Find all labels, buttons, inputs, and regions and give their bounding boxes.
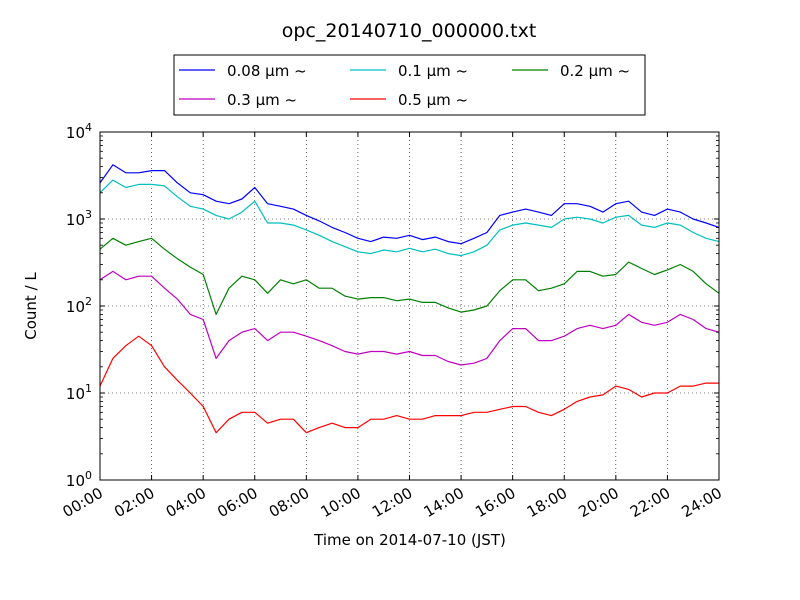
x-tick-label: 18:00 (524, 484, 570, 521)
x-tick-label: 06:00 (214, 484, 260, 521)
x-tick-label: 02:00 (111, 484, 157, 521)
x-tick-label: 16:00 (472, 484, 518, 521)
legend-label: 0.5 μm ~ (398, 91, 468, 109)
y-tick-label: 101 (66, 382, 92, 403)
plot-area (100, 132, 719, 480)
series-line (99, 237, 720, 315)
legend-label: 0.08 μm ~ (227, 62, 307, 80)
x-axis-label: Time on 2014-07-10 (JST) (313, 531, 506, 549)
series-line (99, 270, 720, 366)
y-tick-label: 100 (66, 469, 92, 490)
chart-title: opc_20140710_000000.txt (282, 20, 537, 42)
legend-box (173, 54, 646, 116)
x-tick-label: 20:00 (575, 484, 621, 521)
y-tick-label: 103 (66, 208, 92, 229)
series-lines (99, 164, 720, 434)
x-tick-label: 04:00 (163, 484, 209, 521)
legend-label: 0.3 μm ~ (227, 91, 297, 109)
y-axis-label: Count / L (22, 272, 40, 340)
x-tick-label: 08:00 (266, 484, 312, 521)
x-tick-label: 10:00 (317, 484, 363, 521)
x-tick-label: 24:00 (679, 484, 725, 521)
legend-label: 0.1 μm ~ (398, 62, 468, 80)
y-tick-label: 104 (66, 121, 92, 142)
x-tick-label: 14:00 (421, 484, 467, 521)
series-line (99, 179, 720, 257)
legend: 0.08 μm ~ 0.1 μm ~ 0.2 μm ~ 0.3 μm ~ 0.5 μm … (173, 54, 646, 116)
y-axis: 100 101 102 103 104 (66, 121, 719, 490)
y-tick-label: 102 (66, 295, 92, 316)
legend-label: 0.2 μm ~ (560, 62, 630, 80)
x-tick-label: 22:00 (627, 484, 673, 521)
series-line (99, 335, 719, 434)
series-line (99, 164, 720, 245)
x-tick-label: 12:00 (369, 484, 415, 521)
